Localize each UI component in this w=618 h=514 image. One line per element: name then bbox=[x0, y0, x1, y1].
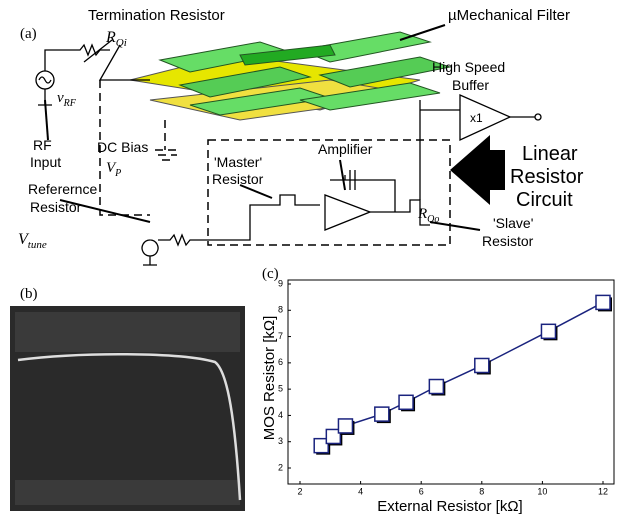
symbol: R bbox=[417, 206, 427, 222]
label: Vtune bbox=[18, 231, 47, 251]
label: Resistor bbox=[482, 233, 534, 249]
marker bbox=[595, 294, 611, 311]
pointer bbox=[339, 159, 346, 191]
plot-frame bbox=[287, 279, 615, 485]
marker bbox=[474, 357, 490, 374]
resonator-beam bbox=[318, 56, 452, 88]
panel-label: (b) bbox=[20, 286, 38, 302]
x-tick-label: 8 bbox=[479, 486, 484, 496]
coupling-beam bbox=[239, 44, 336, 66]
wire bbox=[141, 194, 320, 266]
symbol: R bbox=[105, 29, 116, 46]
y-tick-label: 8 bbox=[278, 305, 283, 315]
y-tick-label: 4 bbox=[278, 410, 283, 420]
marker bbox=[540, 323, 557, 340]
label: Input bbox=[30, 154, 61, 170]
label: Resistor bbox=[30, 199, 82, 215]
x-tick-label: 12 bbox=[598, 486, 608, 496]
resonator-beam bbox=[178, 66, 312, 98]
subscript: tune bbox=[28, 239, 47, 251]
label: µMechanical Filter bbox=[448, 7, 570, 24]
x-tick-label: 2 bbox=[297, 486, 302, 496]
label: vRF bbox=[57, 90, 77, 109]
y-tick-label: 6 bbox=[278, 357, 283, 367]
source-wave bbox=[38, 76, 52, 84]
linear-resistor-box bbox=[207, 139, 451, 246]
symbol: V bbox=[18, 231, 30, 248]
label: Amplifier bbox=[318, 141, 373, 157]
subscript: P bbox=[114, 168, 121, 179]
pointer bbox=[44, 99, 49, 141]
y-axis-title: MOS Resistor [kΩ] bbox=[261, 316, 278, 441]
label: Linear bbox=[522, 143, 578, 165]
pointer bbox=[429, 221, 481, 231]
label: Termination Resistor bbox=[88, 7, 225, 24]
y-tick-label: 5 bbox=[278, 384, 283, 394]
pointer bbox=[399, 24, 446, 41]
label: 'Slave' bbox=[493, 215, 533, 231]
oscilloscope-photo bbox=[10, 306, 245, 511]
label: RF bbox=[33, 137, 52, 153]
marker bbox=[313, 437, 329, 454]
subscript: Qi bbox=[116, 37, 127, 49]
buffer-triangle bbox=[459, 94, 512, 142]
x-tick-label: 10 bbox=[537, 486, 547, 496]
marker bbox=[337, 418, 354, 434]
y-tick-label: 9 bbox=[278, 278, 283, 288]
wire bbox=[38, 43, 110, 106]
wire bbox=[330, 170, 430, 226]
symbol: V bbox=[106, 160, 117, 176]
x-tick-label: 4 bbox=[358, 486, 363, 496]
panel-label: (c) bbox=[262, 266, 279, 282]
dashed-wire bbox=[99, 80, 180, 216]
resonator-beam bbox=[299, 82, 441, 111]
pointer bbox=[239, 184, 273, 199]
output-node bbox=[534, 113, 542, 121]
y-tick-label: 7 bbox=[278, 331, 283, 341]
arrow bbox=[450, 135, 505, 205]
label: Referernce bbox=[28, 181, 97, 197]
panel-label: (a) bbox=[20, 26, 37, 42]
label: Resistor bbox=[212, 171, 264, 187]
circuit-diagram bbox=[35, 24, 542, 266]
label: RQi bbox=[105, 29, 127, 49]
screen-header bbox=[15, 312, 240, 352]
wire bbox=[419, 100, 535, 200]
label: DC Bias bbox=[97, 139, 148, 155]
amplifier-triangle bbox=[324, 194, 372, 231]
label: Circuit bbox=[516, 189, 573, 211]
marker bbox=[398, 394, 414, 411]
label: Buffer bbox=[452, 77, 489, 93]
label: Resistor bbox=[510, 166, 584, 188]
y-tick-label: 2 bbox=[278, 462, 283, 472]
subscript: RF bbox=[63, 98, 77, 109]
x-axis-title: External Resistor [kΩ] bbox=[377, 498, 522, 514]
label: 'Master' bbox=[214, 154, 262, 170]
symbol: v bbox=[57, 90, 64, 106]
label: x1 bbox=[470, 111, 483, 125]
label: RQo bbox=[417, 206, 439, 225]
label: VP bbox=[106, 160, 121, 179]
pointer bbox=[59, 199, 151, 223]
marker bbox=[428, 378, 445, 395]
x-tick-label: 6 bbox=[419, 486, 424, 496]
screen-footer bbox=[15, 480, 240, 505]
subscript: Qo bbox=[427, 214, 439, 225]
label: High Speed bbox=[432, 59, 505, 75]
y-tick-label: 3 bbox=[278, 436, 283, 446]
trace bbox=[17, 352, 242, 501]
marker bbox=[374, 406, 390, 422]
marker bbox=[325, 428, 342, 445]
